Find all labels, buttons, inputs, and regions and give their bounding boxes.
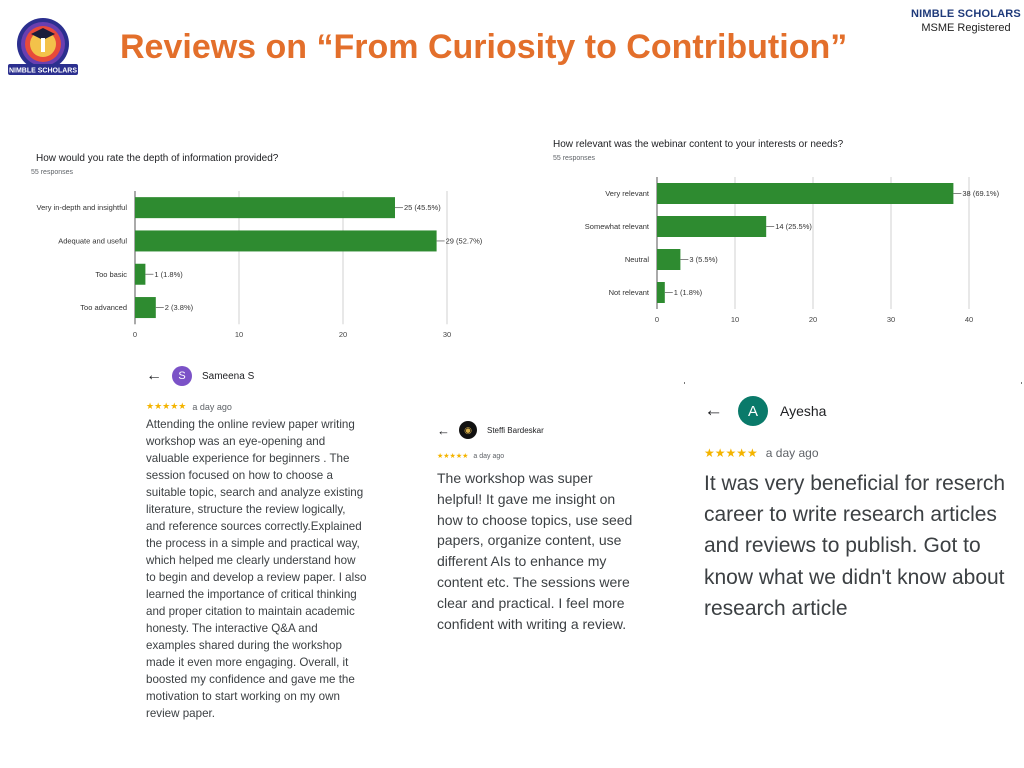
chart-relevance: How relevant was the webinar content to …: [520, 130, 1010, 340]
star-rating: ★★★★★: [146, 401, 187, 411]
bar: [135, 197, 395, 219]
divider-mark: [1021, 382, 1022, 384]
category-label: Too advanced: [80, 303, 127, 312]
review-time: a day ago: [473, 452, 505, 460]
review-time: a day ago: [765, 446, 819, 460]
bar: [135, 263, 146, 285]
avatar: ◉: [459, 421, 477, 439]
reviewer-name: Steffi Bardeskar: [487, 425, 544, 435]
x-tick-label: 0: [133, 330, 137, 339]
review-card-steffi: ← ◉ Steffi Bardeskar ★★★★★ a day ago The…: [437, 421, 642, 681]
x-tick-label: 10: [731, 315, 739, 324]
x-tick-label: 30: [443, 330, 451, 339]
x-tick-label: 30: [887, 315, 895, 324]
category-label: Very in-depth and insightful: [37, 203, 128, 212]
category-label: Neutral: [625, 255, 650, 264]
data-label: 3 (5.5%): [689, 255, 718, 264]
page-title: Reviews on “From Curiosity to Contributi…: [120, 28, 848, 66]
category-label: Very relevant: [605, 189, 650, 198]
star-rating: ★★★★★: [437, 453, 469, 460]
bar: [657, 249, 681, 270]
review-text: The workshop was super helpful! It gave …: [437, 470, 633, 632]
x-tick-label: 0: [655, 315, 659, 324]
category-label: Adequate and useful: [58, 236, 127, 245]
review-card-sameena: ← S Sameena S ★★★★★ a day ago Attending …: [146, 366, 371, 746]
back-arrow-icon[interactable]: ←: [704, 400, 723, 421]
reviewer-name: Sameena S: [202, 370, 255, 382]
chart-depth-of-information: How would you rate the depth of informat…: [0, 140, 500, 350]
data-label: 29 (52.7%): [446, 236, 483, 245]
nimble-scholars-logo: NIMBLE SCHOLARS: [4, 14, 82, 78]
data-label: 25 (45.5%): [404, 203, 441, 212]
review-card-ayesha: ← A Ayesha ★★★★★ a day ago It was very b…: [704, 396, 1014, 666]
avatar: A: [738, 396, 768, 426]
divider-mark: [684, 382, 685, 384]
review-text: Attending the online review paper writin…: [146, 418, 367, 720]
back-arrow-icon[interactable]: ←: [437, 422, 450, 438]
data-label: 14 (25.5%): [775, 222, 812, 231]
category-label: Not relevant: [609, 288, 650, 297]
brand-name: NIMBLE SCHOLARS: [911, 8, 1021, 20]
avatar: S: [172, 366, 192, 386]
chart-response-count: 55 responses: [553, 155, 596, 162]
bar: [135, 230, 437, 252]
category-label: Somewhat relevant: [585, 222, 650, 231]
bar: [657, 183, 954, 204]
x-tick-label: 20: [339, 330, 347, 339]
star-rating: ★★★★★: [704, 446, 758, 460]
x-tick-label: 10: [235, 330, 243, 339]
data-label: 1 (1.8%): [154, 270, 183, 279]
review-text: It was very beneficial for reserch caree…: [704, 472, 1006, 620]
bar-chart-relevance: 0 10 20 30 40 Very relevant 38 (69.1%) Somewhat…: [585, 177, 1000, 324]
bar-chart-depth: 0 10 20 30 Very in-depth and insightful 25 (4…: [37, 191, 483, 339]
chart-title: How would you rate the depth of informat…: [36, 153, 279, 164]
logo-text: NIMBLE SCHOLARS: [9, 68, 77, 75]
x-tick-label: 20: [809, 315, 817, 324]
reviewer-name: Ayesha: [780, 403, 827, 419]
bar: [657, 282, 665, 303]
review-time: a day ago: [192, 401, 232, 412]
data-label: 1 (1.8%): [674, 288, 703, 297]
chart-title: How relevant was the webinar content to …: [553, 139, 844, 150]
chart-response-count: 55 responses: [31, 169, 74, 176]
x-tick-label: 40: [965, 315, 973, 324]
brand-registration: MSME Registered: [921, 22, 1011, 34]
data-label: 2 (3.8%): [165, 303, 194, 312]
back-arrow-icon[interactable]: ←: [146, 367, 162, 384]
bar: [657, 216, 767, 237]
brand-block: NIMBLE SCHOLARS MSME Registered: [908, 8, 1024, 34]
bar: [135, 297, 156, 319]
data-label: 38 (69.1%): [962, 189, 999, 198]
category-label: Too basic: [95, 270, 127, 279]
